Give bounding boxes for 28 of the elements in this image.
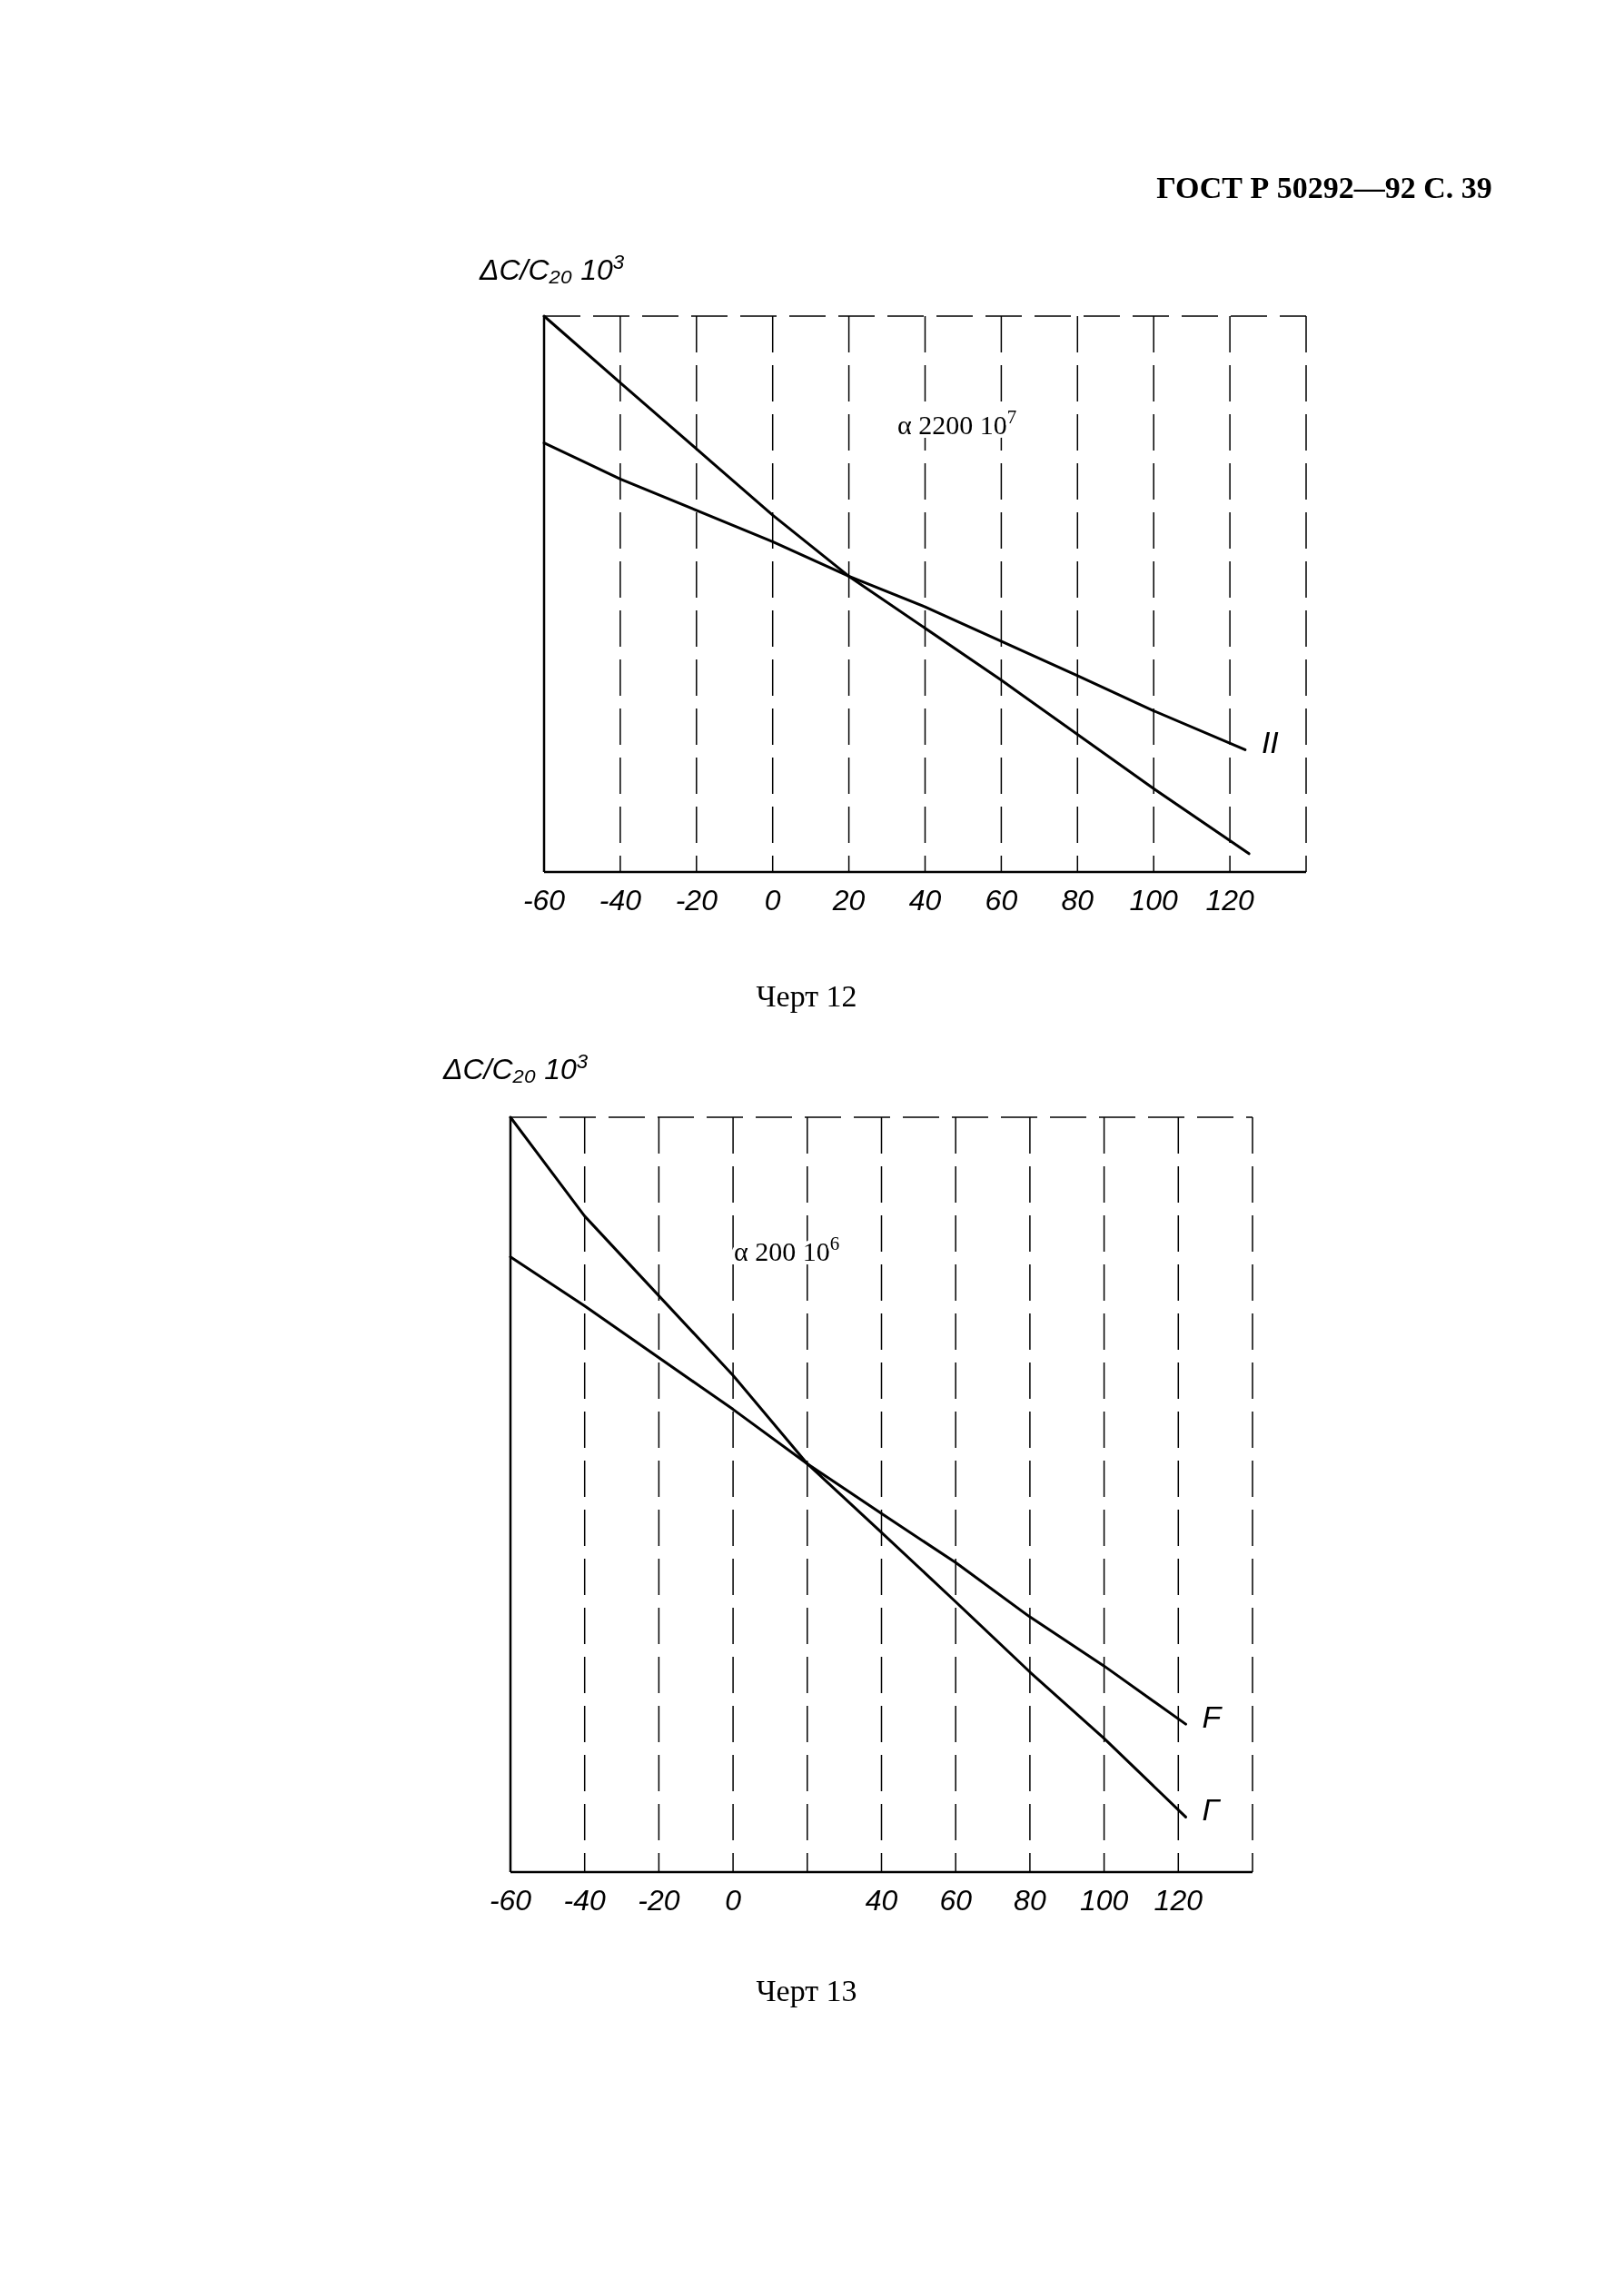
x-tick-label: 20 [831, 884, 866, 917]
series-label: II [1261, 725, 1280, 760]
x-tick-label: 100 [1129, 884, 1179, 917]
text: ГОСТ Р 50292—92 С. 39 [1156, 171, 1492, 204]
x-tick-label: 120 [1154, 1884, 1203, 1917]
x-tick-label: 0 [764, 884, 781, 917]
x-tick-label: 80 [1014, 1884, 1046, 1917]
text: Черт 13 [756, 1974, 857, 2007]
x-tick-label: -20 [675, 884, 718, 917]
x-tick-label: 100 [1079, 1884, 1129, 1917]
x-tick-label: 0 [725, 1884, 742, 1917]
x-tick-label: 60 [939, 1884, 973, 1917]
text: Черт 12 [756, 979, 857, 1013]
x-tick-label: 40 [908, 884, 942, 917]
y-axis-title: ΔC/C₂₀ 10$^{3}$ [479, 250, 625, 286]
x-tick-label: 120 [1205, 884, 1254, 917]
x-tick-label: 80 [1061, 884, 1094, 917]
x-tick-label: -60 [489, 1884, 532, 1917]
x-tick-label: 40 [865, 1884, 898, 1917]
annotation: α 200 10$^{6}$ [734, 1233, 840, 1266]
x-tick-label: 60 [985, 884, 1018, 917]
x-tick-label: -40 [563, 1884, 607, 1917]
x-tick-label: -20 [638, 1884, 680, 1917]
series-label: Г [1202, 1792, 1222, 1828]
series-label: F [1202, 1699, 1223, 1735]
y-axis-title: ΔC/C₂₀ 10$^{3}$ [442, 1049, 589, 1085]
x-tick-label: -40 [599, 884, 642, 917]
x-tick-label: -60 [522, 884, 566, 917]
